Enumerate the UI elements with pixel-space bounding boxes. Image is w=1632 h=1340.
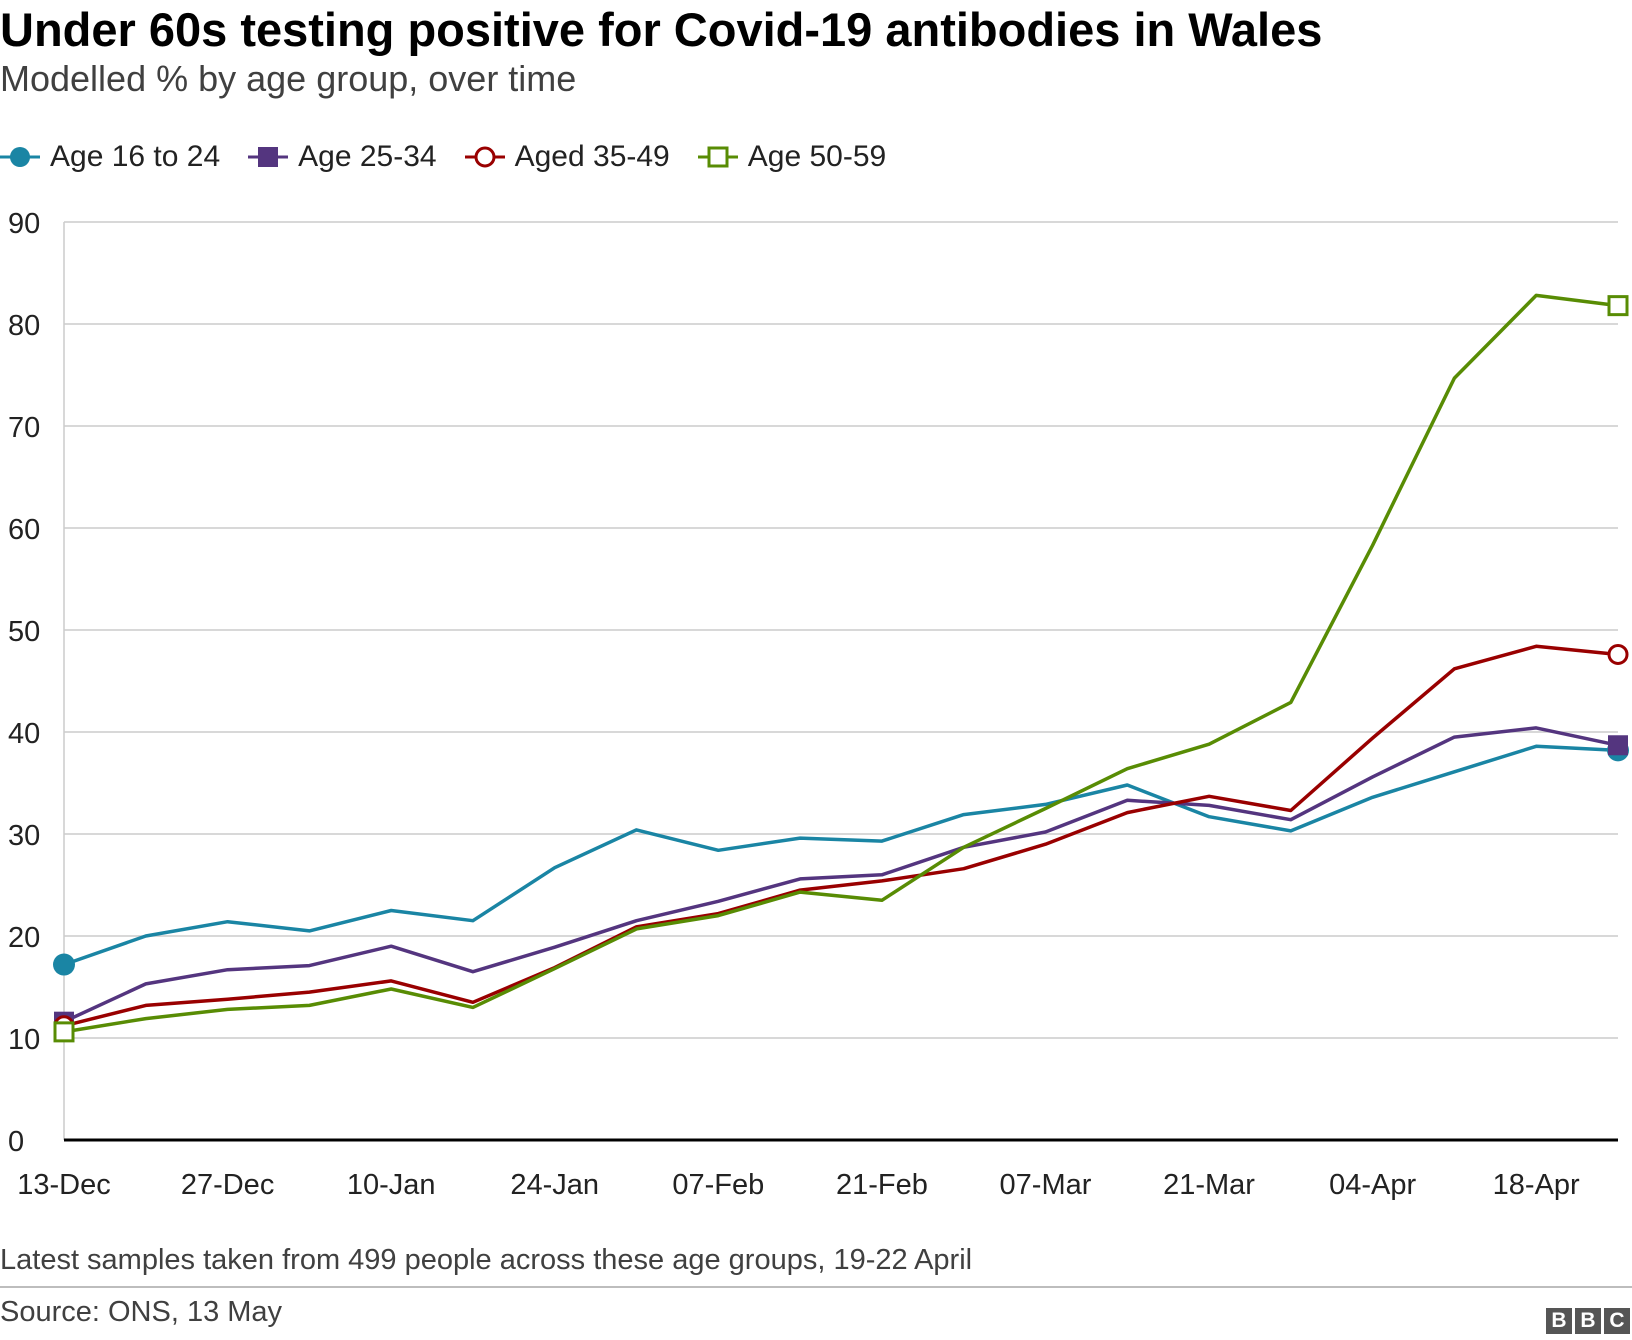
- legend-label: Age 25-34: [298, 140, 437, 173]
- logo-letter: B: [1546, 1308, 1572, 1334]
- chart-title: Under 60s testing positive for Covid-19 …: [0, 3, 1323, 56]
- legend-marker-open-circle-icon: [464, 146, 505, 168]
- legend-label: Age 50-59: [747, 140, 887, 173]
- y-tick-label: 20: [8, 922, 40, 954]
- legend-item-age-16-24: Age 16 to 24: [0, 140, 220, 174]
- legend-label: Aged 35-49: [514, 140, 670, 173]
- legend-label: Age 16 to 24: [50, 140, 221, 173]
- legend-marker-open-square-icon: [697, 146, 738, 168]
- x-tick-label: 07-Mar: [1000, 1169, 1092, 1200]
- series-line-age-35-49: [63, 644, 1619, 1028]
- x-tick-label: 04-Apr: [1329, 1169, 1416, 1200]
- legend-marker-filled-circle-icon: [0, 147, 40, 167]
- legend-marker-filled-square-icon: [248, 147, 289, 167]
- data-point-age-50-59: [1607, 295, 1629, 317]
- y-tick-label: 60: [8, 514, 40, 546]
- legend: Age 16 to 24 Age 25-34 Aged 35-49 Age 50…: [0, 132, 914, 182]
- x-tick-label: 24-Jan: [510, 1169, 599, 1200]
- y-tick-label: 90: [8, 208, 40, 240]
- x-tick-label: 18-Apr: [1493, 1169, 1580, 1200]
- y-tick-label: 10: [8, 1024, 40, 1056]
- footnote: Latest samples taken from 499 people acr…: [0, 1244, 973, 1276]
- x-tick-label: 10-Jan: [347, 1169, 436, 1200]
- source-note: Source: ONS, 13 May: [0, 1296, 283, 1328]
- y-tick-label: 0: [8, 1126, 24, 1158]
- y-tick-label: 70: [8, 412, 40, 444]
- data-point-age-35-49: [1607, 643, 1629, 665]
- bbc-logo: B B C: [1543, 1308, 1630, 1334]
- legend-item-aged-35-49: Aged 35-49: [464, 140, 670, 174]
- x-tick-label: 21-Feb: [836, 1169, 928, 1200]
- divider: [0, 1286, 1632, 1288]
- x-tick-label: 27-Dec: [181, 1169, 275, 1200]
- x-tick-label: 07-Feb: [672, 1169, 764, 1200]
- y-tick-label: 40: [8, 718, 40, 750]
- series-line-age-25-34: [63, 726, 1619, 1024]
- chart-subtitle: Modelled % by age group, over time: [0, 58, 577, 99]
- series-line-age-16-24: [63, 744, 1619, 967]
- data-point-age-25-34: [1608, 735, 1628, 756]
- x-tick-label: 21-Mar: [1163, 1169, 1255, 1200]
- y-tick-label: 50: [8, 616, 40, 648]
- logo-letter: C: [1604, 1308, 1630, 1334]
- y-tick-label: 30: [8, 820, 40, 852]
- y-tick-label: 80: [8, 310, 40, 342]
- x-tick-label: 13-Dec: [17, 1169, 111, 1200]
- legend-item-age-50-59: Age 50-59: [697, 140, 887, 174]
- series-line-age-50-59: [63, 293, 1619, 1034]
- data-point-age-50-59: [53, 1021, 75, 1043]
- data-point-age-16-24: [53, 953, 75, 976]
- logo-letter: B: [1575, 1308, 1601, 1334]
- line-chart: 0 10 20 30 40 50 60 70 80 90 13-Dec 27-Dec 10-Jan 24-…: [8, 208, 1629, 1200]
- legend-item-age-25-34: Age 25-34: [248, 140, 437, 174]
